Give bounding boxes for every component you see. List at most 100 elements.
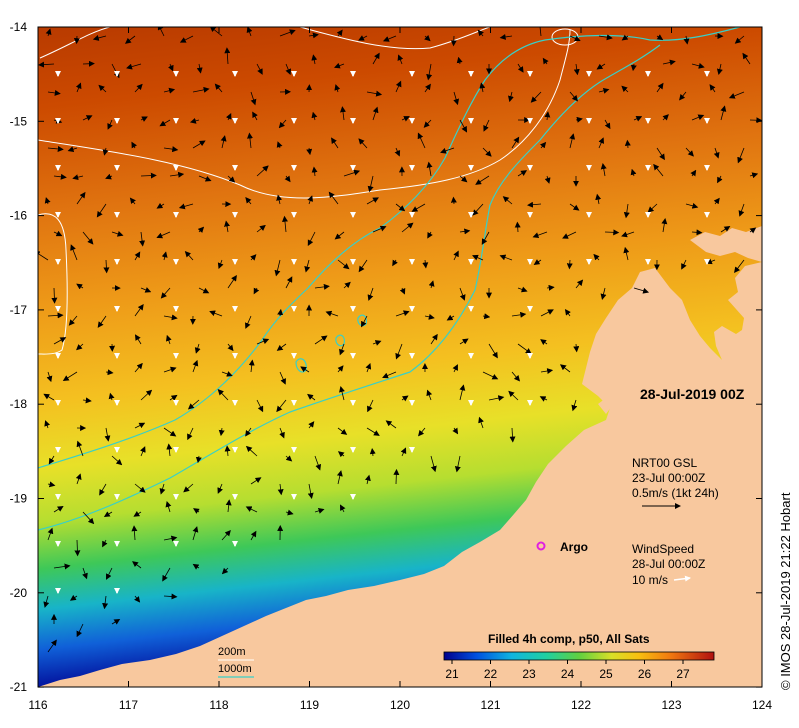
x-tick-label: 120 (390, 698, 410, 712)
current-vector (134, 595, 141, 603)
colorbar-tick-label: 21 (445, 667, 459, 681)
current-vector (209, 310, 223, 317)
current-vector (106, 567, 113, 580)
current-vector (604, 229, 620, 236)
x-tick-label: 124 (752, 698, 772, 712)
current-vector (163, 87, 176, 94)
current-vector (542, 57, 549, 65)
current-vector (481, 231, 490, 245)
y-tick-label: -21 (10, 680, 28, 694)
current-vector (539, 27, 542, 37)
contour-legend-200m: 200m (218, 646, 246, 658)
current-vector (459, 119, 468, 133)
current-vector (773, 148, 785, 157)
current-vector (337, 365, 344, 373)
x-axis: 116 117 118 119 120 121 122 123 124 (28, 27, 772, 712)
current-vector (278, 119, 287, 129)
current-vector (358, 259, 368, 273)
current-vector (184, 250, 194, 261)
current-vector (411, 203, 426, 212)
current-vector (459, 338, 469, 345)
colorbar-tick-label: 25 (599, 667, 613, 681)
current-vector (102, 539, 108, 548)
current-vector (53, 173, 67, 180)
current-vector (187, 427, 194, 441)
current-vector (276, 399, 287, 413)
current-legend-scale: 0.5m/s (1kt 24h) (632, 486, 719, 500)
current-vector (245, 427, 252, 437)
current-vector (256, 338, 270, 345)
current-vector (343, 281, 351, 289)
current-vector (245, 506, 258, 513)
current-vector (217, 259, 224, 270)
current-vector (372, 340, 382, 346)
current-vector (256, 63, 263, 75)
current-vector (96, 203, 107, 218)
current-vector (430, 455, 437, 473)
current-vector (163, 146, 179, 153)
current-vector (691, 62, 705, 69)
current-vector (195, 455, 202, 464)
current-vector (183, 483, 194, 493)
current-vector (571, 399, 578, 412)
current-vector (248, 359, 255, 373)
current-vector (728, 91, 745, 99)
current-vector (633, 287, 650, 294)
colorbar-tick-label: 23 (522, 667, 536, 681)
current-vector (307, 483, 314, 500)
current-vector (367, 399, 374, 413)
current-vector (47, 481, 56, 488)
current-vector (314, 335, 328, 345)
current-vector (111, 455, 123, 466)
current-vector (140, 389, 153, 401)
current-vector (314, 455, 322, 471)
current-vector (453, 91, 460, 106)
current-vector (382, 35, 397, 42)
current-vector (385, 420, 397, 429)
current-vector (418, 427, 426, 437)
current-vector (621, 34, 629, 41)
current-vector (103, 259, 110, 274)
current-vector (47, 639, 57, 653)
current-vector (401, 222, 414, 233)
current-vector (361, 315, 368, 328)
colorbar-tick-label: 26 (638, 667, 652, 681)
current-vector (749, 172, 759, 179)
current-vector (197, 226, 205, 234)
current-vector (140, 116, 148, 122)
current-vector (217, 483, 223, 494)
current-vector (165, 500, 172, 513)
current-vector (44, 197, 51, 205)
date-label: 28-Jul-2019 00Z (640, 386, 745, 402)
current-vector (157, 27, 165, 37)
current-vector (124, 35, 136, 44)
current-vector (53, 230, 63, 237)
current-vector (562, 231, 577, 239)
current-vector (738, 203, 745, 217)
current-vector (393, 468, 400, 485)
colorbar-tick-label: 24 (561, 667, 575, 681)
contour-legend-1000m: 1000m (218, 663, 252, 675)
current-vector (179, 35, 194, 43)
current-vector (76, 191, 86, 205)
current-vector (424, 34, 431, 42)
current-vector (540, 339, 548, 346)
current-vector (514, 221, 521, 233)
current-vector (779, 167, 789, 176)
current-vector (573, 63, 580, 76)
current-vector (482, 371, 499, 380)
current-vector (163, 593, 178, 600)
current-vector (276, 194, 283, 205)
current-vector (624, 139, 631, 149)
current-vector (621, 231, 635, 238)
current-vector (307, 393, 316, 401)
current-vector (224, 445, 231, 457)
current-vector (544, 111, 551, 121)
current-vector (47, 89, 61, 96)
current-vector (169, 171, 185, 178)
current-vector (423, 119, 432, 128)
current-vector (105, 369, 114, 376)
current-vector (246, 27, 253, 37)
current-vector (456, 56, 463, 65)
current-vector (713, 147, 720, 159)
